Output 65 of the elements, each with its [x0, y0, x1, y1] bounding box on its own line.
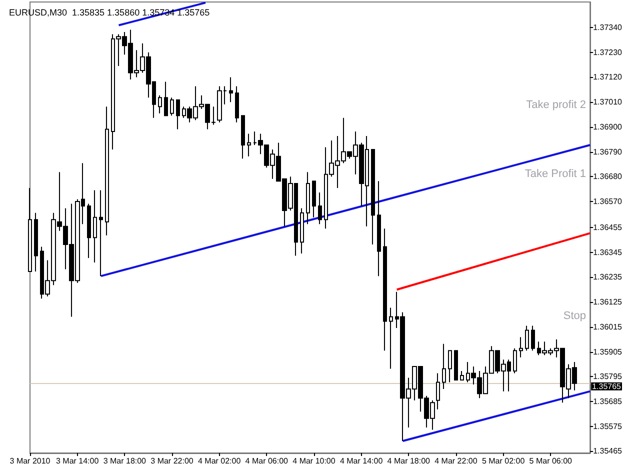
x-tick-label: 5 Mar 06:00: [529, 456, 573, 466]
y-tick-label: 1.36900: [593, 122, 623, 132]
x-tick-label: 3 Mar 22:00: [150, 456, 194, 466]
y-tick-label: 1.36235: [593, 272, 623, 282]
y-tick-label: 1.36015: [593, 322, 623, 332]
candlestick: [300, 208, 304, 254]
y-tick-label: 1.36455: [593, 223, 623, 232]
candlestick: [389, 307, 393, 370]
y-tick-label: 1.36125: [593, 298, 623, 307]
candlestick: [377, 180, 381, 277]
y-tick-label: 1.35465: [593, 446, 623, 456]
candlestick: [442, 343, 446, 390]
annotation: Take Profit 1: [524, 168, 586, 180]
candlestick: [93, 190, 97, 264]
candlestick: [306, 172, 310, 225]
x-tick-label: 5 Mar 02:00: [482, 456, 526, 466]
y-tick-label: 1.35905: [593, 347, 623, 356]
y-tick-label: 1.36570: [593, 197, 623, 206]
y-tick-label: 1.36790: [593, 147, 623, 156]
y-tick-label: 1.36345: [593, 248, 623, 257]
candlestick: [229, 76, 233, 103]
y-tick-label: 1.35575: [593, 422, 623, 431]
x-tick-label: 4 Mar 18:00: [387, 456, 431, 466]
x-tick-label: 4 Mar 14:00: [340, 456, 384, 466]
candlestick: [436, 372, 440, 410]
x-tick-label: 3 Mar 14:00: [56, 456, 100, 466]
candlestick: [28, 187, 32, 272]
y-tick-label: 1.37230: [593, 48, 623, 57]
x-tick-label: 4 Mar 22:00: [434, 456, 478, 466]
candlestick: [519, 336, 523, 358]
annotation: Take profit 2: [526, 99, 586, 111]
candlestick: [513, 348, 517, 374]
y-tick-label: 1.35685: [593, 396, 623, 406]
candlestick: [247, 133, 251, 157]
candlestick: [176, 99, 180, 130]
candlestick: [312, 180, 316, 218]
y-tick-label: 1.35795: [593, 372, 623, 382]
candlestick: [164, 81, 168, 116]
ref-line-label: 1.35765: [592, 382, 622, 391]
y-tick-label: 1.36680: [593, 172, 623, 182]
candlestick: [525, 325, 529, 352]
candlestick: [99, 190, 103, 277]
x-tick-label: 4 Mar 10:00: [292, 456, 336, 466]
candlestick: [318, 192, 322, 225]
candlestick: [105, 106, 109, 236]
candlestick: [235, 86, 239, 123]
candlestick: [87, 203, 91, 259]
annotation: Stop: [563, 310, 586, 322]
x-tick-label: 3 Mar 2010: [10, 456, 51, 466]
candlestick: [383, 228, 387, 352]
x-tick-label: 4 Mar 06:00: [245, 456, 289, 466]
y-tick-label: 1.37010: [593, 98, 623, 107]
candlestick: [454, 350, 458, 381]
candlestick: [241, 115, 245, 160]
y-tick-label: 1.37120: [593, 72, 623, 82]
candlestick: [34, 212, 38, 272]
candlestick: [448, 350, 452, 383]
x-tick-label: 4 Mar 02:00: [198, 456, 242, 466]
candlestick: [170, 97, 174, 116]
y-tick-label: 1.37340: [593, 23, 623, 32]
candlestick: [158, 94, 162, 114]
candlestick: [371, 149, 375, 245]
candlestick: [531, 325, 535, 352]
candlestick: [460, 370, 464, 381]
x-tick-label: 3 Mar 18:00: [103, 456, 147, 466]
